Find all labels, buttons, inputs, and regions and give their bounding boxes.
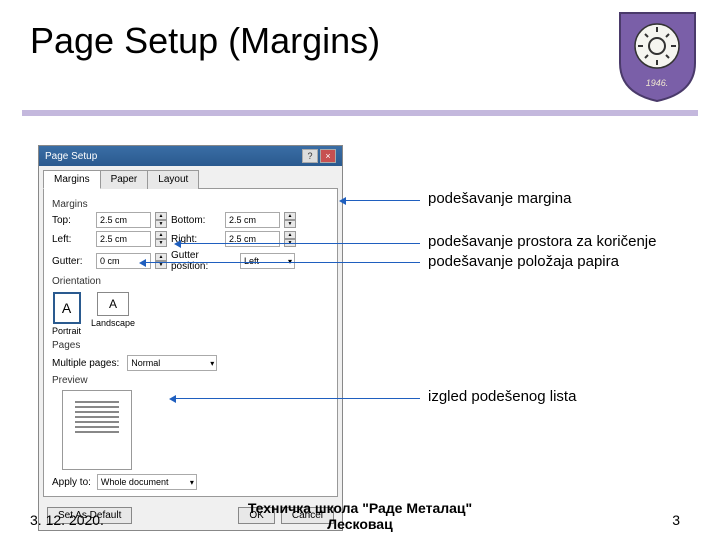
margins-group-label: Margins	[52, 199, 329, 210]
page-setup-dialog: Page Setup ? × Margins Paper Layout Marg…	[38, 145, 343, 531]
top-label: Top:	[52, 215, 92, 226]
arrow-preview	[175, 398, 420, 399]
arrow-orientation	[145, 262, 420, 263]
close-button[interactable]: ×	[320, 149, 336, 163]
orientation-group-label: Orientation	[52, 276, 329, 287]
dialog-title: Page Setup	[45, 151, 97, 162]
orientation-row: A Portrait A Landscape	[52, 292, 329, 336]
landscape-label: Landscape	[91, 318, 135, 328]
pages-group-label: Pages	[52, 340, 329, 351]
annotation-margins: podešavanje margina	[428, 190, 571, 207]
arrow-gutter	[180, 243, 420, 244]
footer-school: Техничка школа "Раде Металац" Лесковац	[0, 500, 720, 532]
top-input[interactable]: 2.5 cm	[96, 212, 151, 228]
annotation-preview: izgled podešenog lista	[428, 388, 576, 405]
bottom-label: Bottom:	[171, 215, 221, 226]
gutter-label: Gutter:	[52, 256, 92, 267]
school-logo: 1946.	[615, 8, 700, 103]
gutterpos-select[interactable]: Left	[240, 253, 295, 269]
svg-text:1946.: 1946.	[646, 78, 669, 88]
preview-group-label: Preview	[52, 375, 329, 386]
right-input[interactable]: 2.5 cm	[225, 231, 280, 247]
help-button[interactable]: ?	[302, 149, 318, 163]
dialog-tabs: Margins Paper Layout	[39, 166, 342, 189]
right-spinner[interactable]: ▲▼	[284, 231, 296, 247]
page-title: Page Setup (Margins)	[30, 20, 380, 62]
top-spinner[interactable]: ▲▼	[155, 212, 167, 228]
annotation-gutter: podešavanje prostora za koričenje	[428, 233, 656, 250]
bottom-input[interactable]: 2.5 cm	[225, 212, 280, 228]
apply-row: Apply to: Whole document	[52, 474, 329, 490]
portrait-label: Portrait	[52, 326, 81, 336]
tab-layout[interactable]: Layout	[147, 170, 199, 189]
gutterpos-label: Gutter position:	[171, 250, 236, 272]
preview-box	[62, 390, 132, 470]
tab-panel: Margins Top: 2.5 cm ▲▼ Bottom: 2.5 cm ▲▼…	[43, 188, 338, 497]
arrow-margins	[345, 200, 420, 201]
margins-grid: Top: 2.5 cm ▲▼ Bottom: 2.5 cm ▲▼ Left: 2…	[52, 212, 329, 247]
multiple-pages-label: Multiple pages:	[52, 358, 119, 369]
landscape-option[interactable]: A Landscape	[91, 292, 135, 336]
bottom-spinner[interactable]: ▲▼	[284, 212, 296, 228]
divider-bar	[22, 110, 698, 116]
multiple-pages-select[interactable]: Normal	[127, 355, 217, 371]
tab-paper[interactable]: Paper	[100, 170, 149, 189]
applyto-select[interactable]: Whole document	[97, 474, 197, 490]
left-spinner[interactable]: ▲▼	[155, 231, 167, 247]
portrait-icon: A	[53, 292, 81, 324]
left-label: Left:	[52, 234, 92, 245]
portrait-option[interactable]: A Portrait	[52, 292, 81, 336]
left-input[interactable]: 2.5 cm	[96, 231, 151, 247]
dialog-titlebar: Page Setup ? ×	[39, 146, 342, 166]
landscape-icon: A	[97, 292, 129, 316]
applyto-label: Apply to:	[52, 477, 91, 488]
tab-margins[interactable]: Margins	[43, 170, 101, 189]
annotation-orientation: podešavanje položaja papira	[428, 253, 619, 270]
gutter-spinner[interactable]: ▲▼	[155, 253, 167, 269]
footer-pagenum: 3	[672, 512, 680, 528]
pages-row: Multiple pages: Normal	[52, 355, 329, 371]
gutter-row: Gutter: 0 cm ▲▼ Gutter position: Left	[52, 250, 329, 272]
